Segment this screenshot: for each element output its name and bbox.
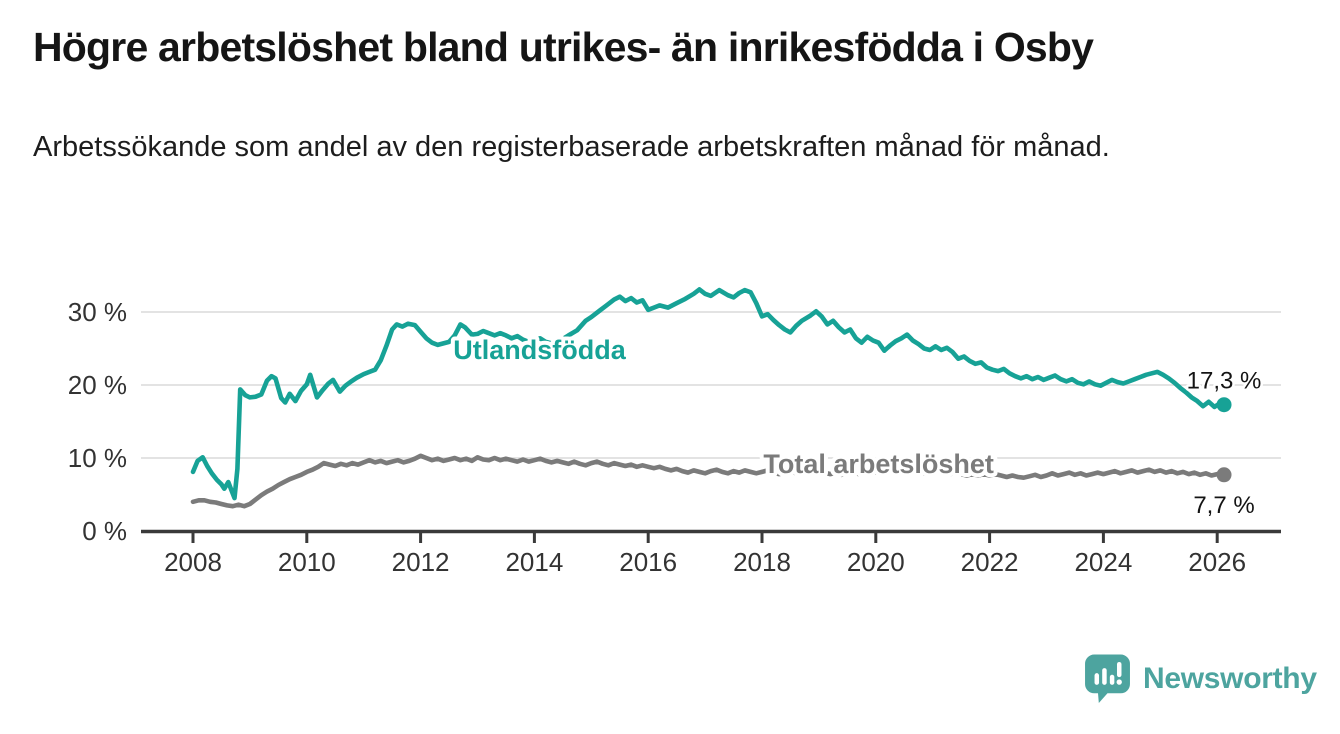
newsworthy-logo-icon [1085, 654, 1130, 703]
brand-footer: Newsworthy [1083, 651, 1317, 707]
x-axis-tick-label: 2022 [961, 547, 1019, 577]
x-axis-tick-label: 2024 [1074, 547, 1132, 577]
x-axis-tick-label: 2026 [1188, 547, 1246, 577]
y-axis-tick-label: 0 % [82, 516, 127, 546]
logo-bar-chart-glyph [1094, 661, 1122, 685]
series-line-utlandsfodda [190, 287, 1227, 501]
y-axis-tick-label: 20 % [68, 370, 127, 400]
x-axis-tick-label: 2016 [619, 547, 677, 577]
x-axis-tick-label: 2010 [278, 547, 336, 577]
x-axis-tick-label: 2020 [847, 547, 905, 577]
logo-bubble-shape [1085, 654, 1130, 703]
page-title: Högre arbetslöshet bland utrikes- än inr… [33, 24, 1094, 70]
x-axis-tick-label: 2012 [392, 547, 450, 577]
series-inline-label: Total arbetslöshet [763, 449, 994, 479]
x-axis-tick-label: 2014 [505, 547, 563, 577]
series-end-value-label: 17,3 % [1187, 368, 1262, 395]
y-axis-tick-label: 30 % [68, 297, 127, 327]
series-end-value-label: 7,7 % [1193, 492, 1254, 519]
x-axis-tick-label: 2008 [164, 547, 222, 577]
series-inline-label: Utlandsfödda [453, 335, 626, 365]
series-end-dot [1216, 397, 1232, 413]
series-end-dot [1216, 467, 1232, 483]
brand-name: Newsworthy [1143, 662, 1317, 695]
y-axis-tick-label: 10 % [68, 443, 127, 473]
page-subtitle: Arbetssökande som andel av den registerb… [33, 131, 1110, 163]
series-line-total [190, 453, 1227, 509]
x-axis-tick-label: 2018 [733, 547, 791, 577]
logo-exclamation-dot [1116, 679, 1122, 685]
